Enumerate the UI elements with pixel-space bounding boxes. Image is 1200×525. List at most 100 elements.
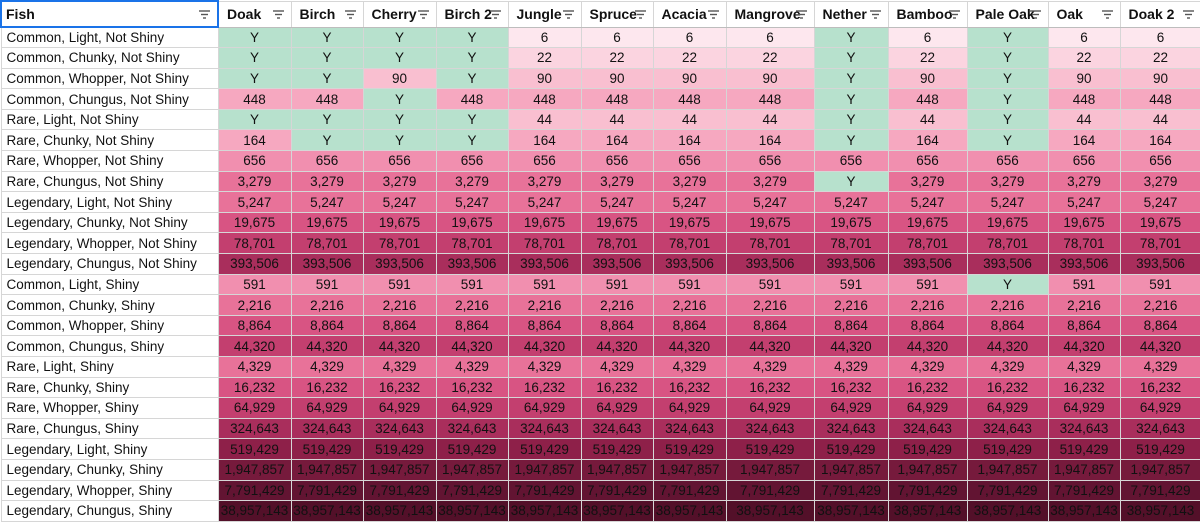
- filter-icon[interactable]: [417, 8, 430, 21]
- cell[interactable]: 44: [652, 108, 727, 131]
- cell[interactable]: 6: [507, 26, 582, 49]
- cell[interactable]: 164: [1047, 129, 1121, 152]
- row-label[interactable]: Rare, Chunky, Shiny: [0, 376, 219, 399]
- cell[interactable]: 7,791,429: [887, 479, 968, 502]
- cell[interactable]: 44,320: [217, 335, 292, 357]
- cell[interactable]: Y: [290, 26, 364, 49]
- cell[interactable]: 78,701: [362, 232, 437, 255]
- cell[interactable]: 1,947,857: [362, 458, 437, 481]
- cell[interactable]: 656: [1119, 150, 1200, 172]
- cell[interactable]: Y: [966, 88, 1049, 110]
- cell[interactable]: 324,643: [290, 417, 364, 440]
- cell[interactable]: Y: [217, 108, 292, 131]
- cell[interactable]: 3,279: [290, 170, 364, 193]
- cell[interactable]: 16,232: [217, 376, 292, 399]
- cell[interactable]: 591: [435, 273, 509, 296]
- cell[interactable]: 19,675: [1119, 211, 1200, 234]
- cell[interactable]: 3,279: [1119, 170, 1200, 193]
- cell[interactable]: 1,947,857: [217, 458, 292, 481]
- cell[interactable]: 7,791,429: [1119, 479, 1200, 502]
- cell[interactable]: 4,329: [1119, 356, 1200, 378]
- cell[interactable]: 164: [580, 129, 654, 152]
- cell[interactable]: 2,216: [217, 294, 292, 316]
- cell[interactable]: Y: [290, 67, 364, 90]
- cell[interactable]: 4,329: [966, 356, 1049, 378]
- cell[interactable]: 7,791,429: [217, 479, 292, 502]
- row-label[interactable]: Legendary, Chungus, Shiny: [0, 500, 219, 522]
- cell[interactable]: 90: [1119, 67, 1200, 90]
- cell[interactable]: 324,643: [1047, 417, 1121, 440]
- cell[interactable]: 519,429: [217, 438, 292, 460]
- cell[interactable]: Y: [813, 67, 889, 90]
- cell[interactable]: 519,429: [813, 438, 889, 460]
- row-label[interactable]: Common, Light, Not Shiny: [0, 26, 219, 49]
- cell[interactable]: 64,929: [652, 397, 727, 419]
- row-label[interactable]: Rare, Whopper, Shiny: [0, 397, 219, 419]
- cell[interactable]: 3,279: [966, 170, 1049, 193]
- cell[interactable]: 19,675: [813, 211, 889, 234]
- cell[interactable]: 19,675: [362, 211, 437, 234]
- cell[interactable]: 78,701: [290, 232, 364, 255]
- cell[interactable]: 8,864: [887, 314, 968, 337]
- cell[interactable]: 38,957,143: [580, 500, 654, 522]
- cell[interactable]: 1,947,857: [966, 458, 1049, 481]
- cell[interactable]: 448: [435, 88, 509, 110]
- header-oak[interactable]: Oak: [1047, 0, 1121, 28]
- cell[interactable]: 324,643: [813, 417, 889, 440]
- cell[interactable]: 78,701: [580, 232, 654, 255]
- cell[interactable]: 591: [652, 273, 727, 296]
- cell[interactable]: 19,675: [217, 211, 292, 234]
- cell[interactable]: Y: [966, 108, 1049, 131]
- cell[interactable]: 8,864: [290, 314, 364, 337]
- cell[interactable]: 5,247: [290, 191, 364, 213]
- cell[interactable]: 19,675: [652, 211, 727, 234]
- cell[interactable]: 38,957,143: [887, 500, 968, 522]
- cell[interactable]: 44: [1047, 108, 1121, 131]
- cell[interactable]: 393,506: [887, 253, 968, 275]
- cell[interactable]: 2,216: [435, 294, 509, 316]
- cell[interactable]: 448: [887, 88, 968, 110]
- cell[interactable]: 78,701: [1119, 232, 1200, 255]
- cell[interactable]: 38,957,143: [507, 500, 582, 522]
- cell[interactable]: 7,791,429: [580, 479, 654, 502]
- cell[interactable]: Y: [813, 88, 889, 110]
- cell[interactable]: 5,247: [507, 191, 582, 213]
- cell[interactable]: Y: [966, 129, 1049, 152]
- cell[interactable]: Y: [813, 47, 889, 69]
- cell[interactable]: 16,232: [1119, 376, 1200, 399]
- cell[interactable]: 8,864: [1119, 314, 1200, 337]
- header-doak[interactable]: Doak: [217, 0, 292, 28]
- cell[interactable]: 78,701: [652, 232, 727, 255]
- cell[interactable]: 5,247: [362, 191, 437, 213]
- cell[interactable]: 64,929: [362, 397, 437, 419]
- cell[interactable]: 22: [580, 47, 654, 69]
- cell[interactable]: 7,791,429: [435, 479, 509, 502]
- cell[interactable]: 519,429: [435, 438, 509, 460]
- cell[interactable]: 44,320: [435, 335, 509, 357]
- cell[interactable]: 64,929: [887, 397, 968, 419]
- cell[interactable]: 324,643: [652, 417, 727, 440]
- cell[interactable]: 3,279: [362, 170, 437, 193]
- cell[interactable]: 393,506: [813, 253, 889, 275]
- cell[interactable]: 44: [887, 108, 968, 131]
- cell[interactable]: 656: [217, 150, 292, 172]
- cell[interactable]: 656: [652, 150, 727, 172]
- cell[interactable]: 448: [1119, 88, 1200, 110]
- cell[interactable]: 393,506: [652, 253, 727, 275]
- cell[interactable]: 324,643: [887, 417, 968, 440]
- cell[interactable]: 3,279: [725, 170, 815, 193]
- cell[interactable]: 656: [966, 150, 1049, 172]
- cell[interactable]: 16,232: [887, 376, 968, 399]
- cell[interactable]: Y: [362, 88, 437, 110]
- cell[interactable]: 8,864: [725, 314, 815, 337]
- cell[interactable]: 78,701: [725, 232, 815, 255]
- cell[interactable]: 38,957,143: [652, 500, 727, 522]
- cell[interactable]: 393,506: [725, 253, 815, 275]
- cell[interactable]: 5,247: [725, 191, 815, 213]
- filter-icon[interactable]: [869, 8, 882, 21]
- cell[interactable]: 22: [887, 47, 968, 69]
- cell[interactable]: Y: [362, 47, 437, 69]
- cell[interactable]: 519,429: [290, 438, 364, 460]
- header-fish[interactable]: Fish: [0, 0, 219, 28]
- cell[interactable]: 78,701: [813, 232, 889, 255]
